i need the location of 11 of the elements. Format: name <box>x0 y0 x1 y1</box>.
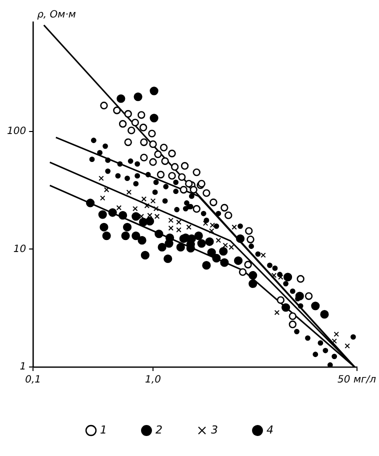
legend-label: 3 <box>211 423 218 436</box>
legend-label: 4 <box>266 423 274 436</box>
legend-label: 1 <box>100 423 108 436</box>
legend-label: 2 <box>156 423 162 436</box>
y-axis-title: ρ, Ом·м <box>37 10 76 21</box>
x-tick-label: 50 мг/л <box>338 374 377 386</box>
y-tick-label: 1 <box>20 362 26 373</box>
x-tick-label: 1,0 <box>145 374 161 386</box>
y-tick-label: 100 <box>6 126 26 138</box>
x-tick-label: 0,1 <box>25 374 42 386</box>
y-tick-label: 10 <box>13 244 26 255</box>
